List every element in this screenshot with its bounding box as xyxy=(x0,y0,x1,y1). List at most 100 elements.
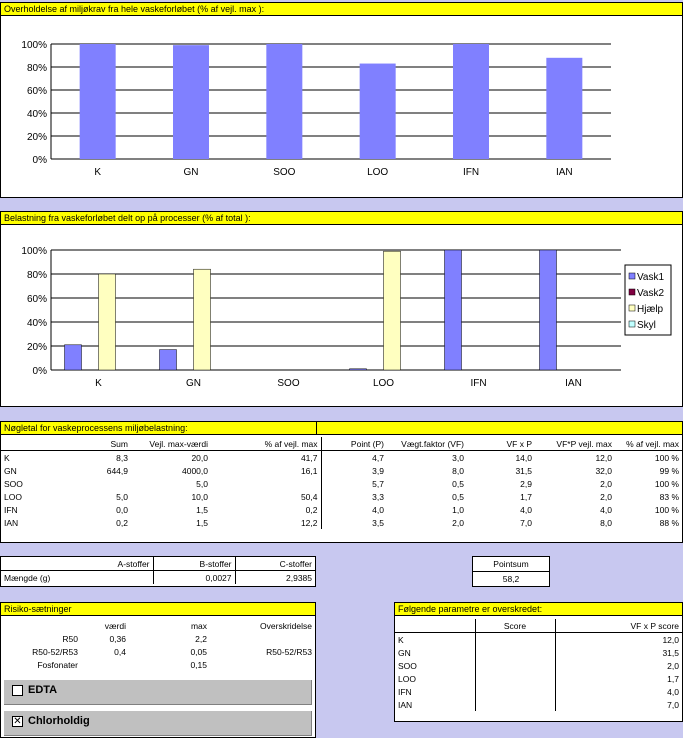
row-label: IAN xyxy=(4,517,19,528)
risk-phrases-table: værdi max Overskridelse R50 0,36 2,2 R50-52… xyxy=(1,619,315,671)
table-cell: 1,5 xyxy=(196,517,208,528)
table-cell: 1,0 xyxy=(452,504,464,515)
checkbox-box[interactable] xyxy=(12,685,23,696)
edta-checkbox[interactable]: EDTA xyxy=(3,679,313,706)
table-cell xyxy=(219,632,315,645)
table-cell: 14,0 xyxy=(515,452,532,463)
y-tick-label: 100% xyxy=(21,246,47,257)
substance-value xyxy=(73,571,153,585)
table-cell: 8,0 xyxy=(600,517,612,528)
table-cell: 0,0 xyxy=(116,504,128,515)
table-cell: 1,7 xyxy=(520,491,532,502)
table-cell: 0,36 xyxy=(109,633,126,644)
bar xyxy=(64,344,82,371)
bar xyxy=(546,57,583,159)
table-cell: 10,0 xyxy=(191,491,208,502)
table-cell: 2,9 xyxy=(520,478,532,489)
x-tick-label: K xyxy=(94,167,101,178)
risk-header: Overskridelse xyxy=(260,620,312,631)
y-tick-label: 20% xyxy=(27,342,47,353)
table-cell: 2,0 xyxy=(452,517,464,528)
y-tick-label: 100% xyxy=(21,40,47,51)
table-cell: 5,0 xyxy=(116,491,128,502)
row-label: IFN xyxy=(398,686,412,697)
col-header: % af vejl. max xyxy=(211,437,321,451)
table-cell: 7,0 xyxy=(520,517,532,528)
table-row: R50 0,36 2,2 xyxy=(1,632,315,645)
table-cell: 20,0 xyxy=(191,452,208,463)
table-row: IFN 0,0 1,5 0,2 4,0 1,0 4,0 4,0 100 % xyxy=(1,503,682,516)
row-label: SOO xyxy=(4,478,23,489)
table-cell xyxy=(474,698,555,711)
table-cell: 2,2 xyxy=(195,633,207,644)
row-label: LOO xyxy=(398,673,416,684)
x-tick-label: LOO xyxy=(367,167,388,178)
table-row: K 8,3 20,0 41,7 4,7 3,0 14,0 12,0 100 % xyxy=(1,450,682,464)
table-cell: 0,15 xyxy=(190,659,207,670)
exceeded-header: VF x P score xyxy=(554,619,682,633)
table-cell: 3,0 xyxy=(452,452,464,463)
row-label: K xyxy=(398,634,404,645)
compliance-chart-panel: Overholdelse af miljøkrav fra hele vaske… xyxy=(0,2,683,198)
key-figures-title: Nøgletal for vaskeprocessens miljøbelast… xyxy=(1,422,317,435)
substance-header: C-stoffer xyxy=(234,557,315,571)
substance-value: 2,9385 xyxy=(234,570,315,584)
pointsum-value: 58,2 xyxy=(502,574,520,584)
risk-header: værdi xyxy=(104,620,126,631)
table-cell: 12,0 xyxy=(595,452,612,463)
substances-panel: A-stoffer B-stoffer C-stoffer Mængde (g)… xyxy=(0,556,316,587)
chlorholdig-checkbox[interactable]: ✕ Chlorholdig xyxy=(3,710,313,737)
x-tick-label: K xyxy=(95,378,102,389)
table-cell xyxy=(474,646,555,659)
load-chart-title: Belastning fra vaskeforløbet delt op på … xyxy=(1,212,682,225)
table-cell: 32,0 xyxy=(595,465,612,476)
table-cell xyxy=(81,658,129,671)
pointsum-label: Pointsum xyxy=(473,557,549,572)
bar xyxy=(359,63,396,159)
table-cell: 0,5 xyxy=(452,478,464,489)
exceeded-params-title: Følgende parametre er overskredet: xyxy=(395,603,682,616)
table-cell: 12,0 xyxy=(554,632,682,646)
table-row: LOO 1,7 xyxy=(395,672,682,685)
row-label: GN xyxy=(398,647,411,658)
col-header: Point (P) xyxy=(320,437,387,451)
y-tick-label: 80% xyxy=(27,63,47,74)
legend-label: Skyl xyxy=(637,320,656,331)
bar xyxy=(79,44,116,159)
bar xyxy=(444,249,462,371)
bar xyxy=(349,368,367,371)
bar xyxy=(453,44,489,159)
table-cell: 4,7 xyxy=(320,450,387,464)
key-figures-panel: Nøgletal for vaskeprocessens miljøbelast… xyxy=(0,421,683,543)
table-cell: 100 % xyxy=(654,452,679,463)
row-label: IFN xyxy=(4,504,18,515)
table-cell: 4000,0 xyxy=(182,465,208,476)
chlorholdig-label: Chlorholdig xyxy=(28,715,90,727)
table-cell: 7,0 xyxy=(554,698,682,711)
checkbox-box[interactable]: ✕ xyxy=(12,716,23,727)
table-cell: 3,3 xyxy=(320,490,387,503)
legend-label: Vask2 xyxy=(637,288,664,299)
legend-swatch xyxy=(628,272,636,280)
load-chart-panel: Belastning fra vaskeforløbet delt op på … xyxy=(0,211,683,407)
table-row: GN 31,5 xyxy=(395,646,682,659)
table-row: LOO 5,0 10,0 50,4 3,3 0,5 1,7 2,0 83 % xyxy=(1,490,682,503)
row-label: IAN xyxy=(398,699,413,710)
table-cell: 4,0 xyxy=(554,685,682,698)
table-cell xyxy=(474,632,555,646)
substances-table: A-stoffer B-stoffer C-stoffer Mængde (g)… xyxy=(1,557,315,584)
table-cell xyxy=(219,658,315,671)
table-cell: 0,05 xyxy=(190,646,207,657)
legend-swatch xyxy=(628,304,636,312)
bar xyxy=(159,349,177,371)
col-header: VF*P vejl. max xyxy=(535,437,615,451)
x-tick-label: SOO xyxy=(277,378,299,389)
y-tick-label: 0% xyxy=(33,366,48,377)
table-cell xyxy=(79,477,131,490)
key-figures-table: Sum Vejl. max-værdi % af vejl. max Point… xyxy=(1,437,682,529)
exceeded-header: Score xyxy=(474,619,555,633)
table-cell: 3,9 xyxy=(320,464,387,477)
y-tick-label: 40% xyxy=(27,318,47,329)
table-cell: 4,0 xyxy=(600,504,612,515)
y-tick-label: 60% xyxy=(27,294,47,305)
